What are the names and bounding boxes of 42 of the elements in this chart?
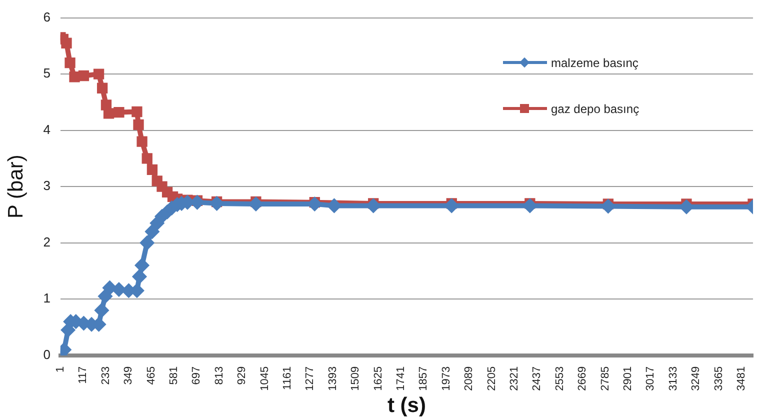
x-tick-label: 3017 bbox=[644, 366, 657, 391]
x-tick-label: 581 bbox=[168, 366, 180, 385]
x-tick-label: 3481 bbox=[735, 366, 748, 391]
y-tick-label: 5 bbox=[43, 66, 50, 81]
y-tick-label: 2 bbox=[43, 234, 50, 250]
legend-label: gaz depo basınç bbox=[551, 102, 640, 116]
x-tick-label: 3133 bbox=[667, 366, 680, 391]
x-tick-label: 1741 bbox=[394, 366, 407, 391]
x-tick-label: 1393 bbox=[326, 366, 339, 391]
x-tick-label: 1161 bbox=[281, 366, 294, 390]
x-tick-label: 1509 bbox=[350, 366, 362, 391]
x-tick-label: 3249 bbox=[690, 366, 702, 391]
x-tick-label: 1 bbox=[54, 366, 66, 372]
x-tick-label: 349 bbox=[122, 366, 135, 385]
y-tick-label: 3 bbox=[43, 178, 50, 194]
x-tick-label: 3365 bbox=[712, 366, 725, 391]
x-tick-label: 2437 bbox=[531, 366, 544, 391]
y-tick-label: 0 bbox=[43, 346, 50, 362]
x-tick-label: 2089 bbox=[463, 366, 476, 391]
y-axis-title: P (bar) bbox=[4, 154, 28, 218]
x-tick-label: 2901 bbox=[622, 366, 634, 391]
x-tick-label: 2553 bbox=[554, 366, 566, 391]
x-tick-label: 929 bbox=[236, 366, 248, 385]
x-axis-title: t (s) bbox=[387, 394, 426, 418]
x-tick-label: 813 bbox=[213, 366, 226, 385]
x-tick-label: 117 bbox=[77, 366, 90, 384]
x-tick-label: 1625 bbox=[372, 366, 384, 391]
x-tick-label: 2785 bbox=[599, 366, 612, 391]
x-tick-label: 1973 bbox=[440, 366, 452, 391]
y-tick-label: 6 bbox=[43, 9, 50, 24]
x-tick-label: 697 bbox=[190, 366, 203, 385]
x-tick-label: 2205 bbox=[486, 366, 498, 391]
x-tick-label: 1857 bbox=[418, 366, 430, 391]
legend-label: malzeme basınç bbox=[551, 56, 638, 70]
x-tick-label: 1045 bbox=[258, 366, 271, 391]
x-tick-label: 233 bbox=[100, 366, 112, 385]
y-tick-label: 1 bbox=[43, 290, 50, 306]
y-tick-label: 4 bbox=[43, 122, 50, 137]
x-tick-label: 2321 bbox=[508, 366, 520, 391]
x-tick-label: 2669 bbox=[576, 366, 589, 391]
x-tick-label: 465 bbox=[145, 366, 158, 385]
x-tick-label: 1277 bbox=[304, 366, 316, 391]
